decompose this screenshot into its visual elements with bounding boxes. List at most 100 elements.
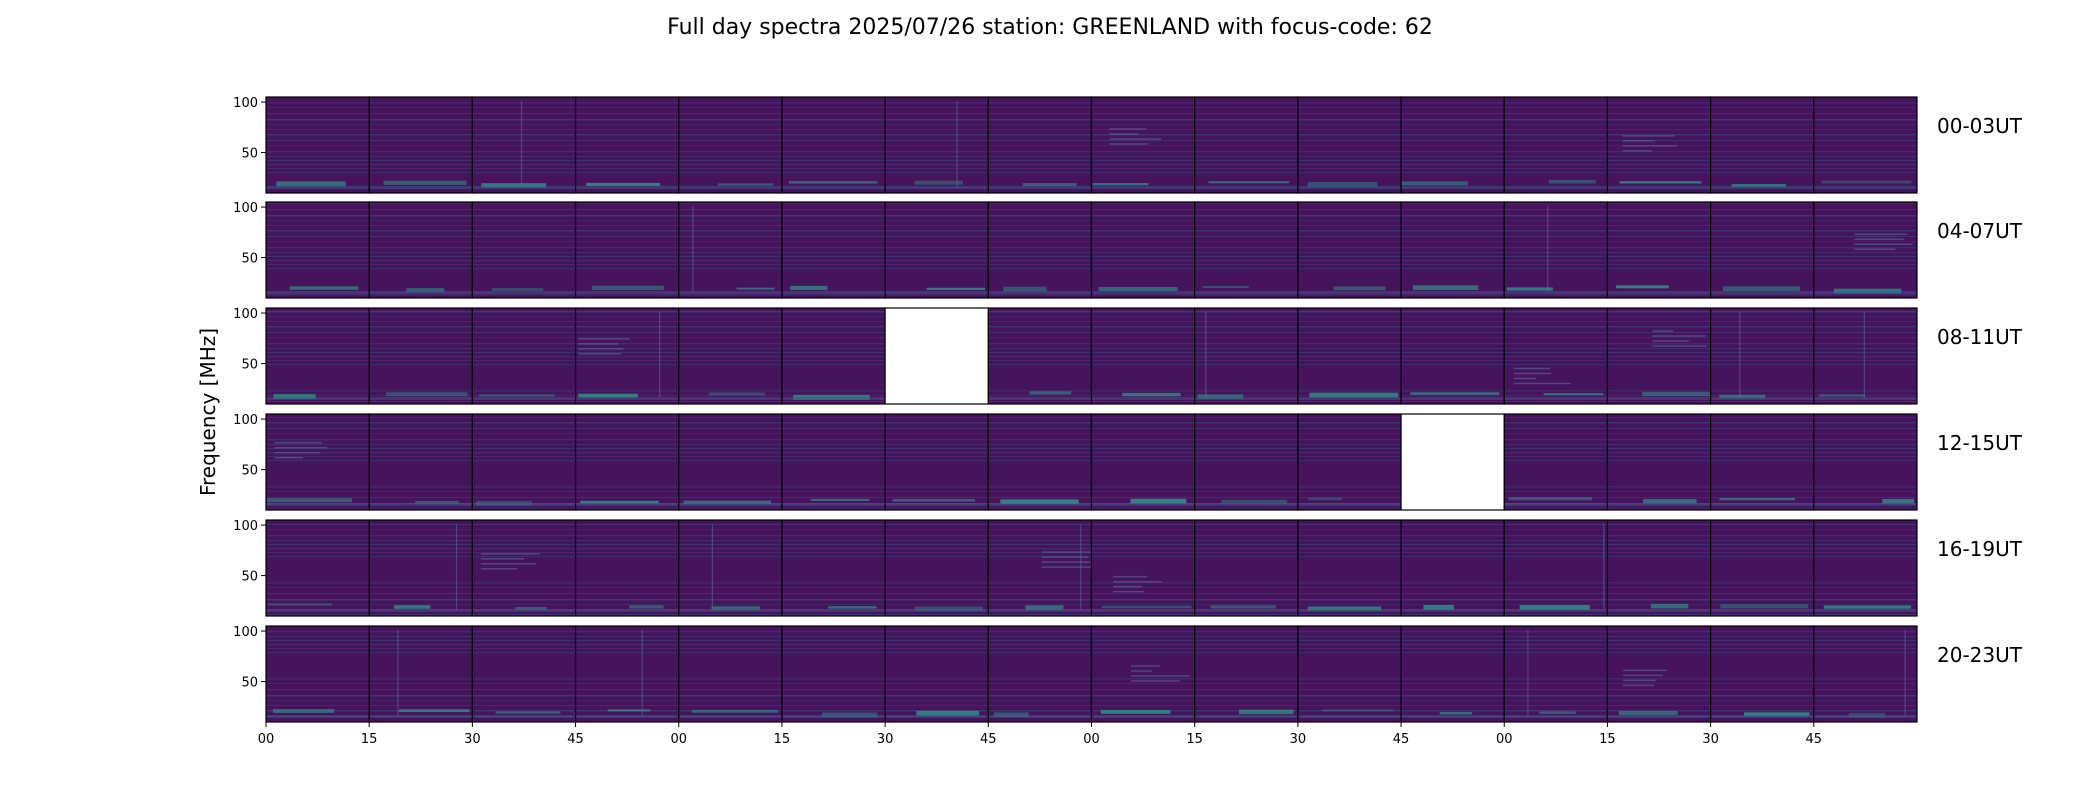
spectrogram-panel [678, 626, 782, 722]
missing-panel [885, 308, 989, 404]
spectrogram-panel [678, 308, 782, 404]
spectrogram-panel [1194, 202, 1298, 298]
y-tick-label: 50 [241, 252, 258, 267]
spectrogram-panel [1710, 626, 1814, 722]
row-label: 04-07UT [1937, 219, 2023, 243]
spectrogram-panel [885, 202, 989, 298]
y-axis-label: Frequency [MHz] [196, 328, 220, 496]
spectrogram-panel [885, 520, 989, 616]
x-tick-label: 45 [1393, 732, 1410, 747]
spectrogram-panel [266, 520, 370, 616]
spectrogram-panel [1504, 414, 1608, 510]
y-tick-label: 100 [233, 413, 258, 428]
spectrogram-panel [1813, 626, 1917, 722]
spectrogram-panel [1401, 308, 1505, 404]
row-label: 12-15UT [1937, 431, 2023, 455]
spectrogram-panel [988, 97, 1092, 193]
spectrogram-panel [1813, 414, 1917, 510]
y-tick-label: 100 [233, 625, 258, 640]
spectrogram-panel [1607, 414, 1711, 510]
row-label: 00-03UT [1937, 114, 2023, 138]
spectrogram-panel [575, 97, 679, 193]
spectrogram-panel [369, 97, 473, 193]
spectrogram-panel [1401, 202, 1505, 298]
panel-border [1813, 96, 1918, 194]
panel-border [1813, 201, 1918, 299]
spectrogram-panel [885, 97, 989, 193]
spectrogram-panel [781, 202, 886, 298]
spectrogram-panel [1813, 308, 1917, 404]
spectrogram-panel [1607, 308, 1711, 404]
x-tick-label: 45 [980, 732, 997, 747]
spectrogram-panel [472, 97, 576, 193]
spectrogram-panel [575, 202, 679, 298]
panel-border [1813, 413, 1918, 511]
spectrogram-panel [988, 626, 1092, 722]
spectrogram-panel [1401, 626, 1505, 722]
spectrogram-panel [266, 626, 370, 722]
spectrogram-panel [472, 308, 576, 404]
x-tick-label: 30 [464, 732, 481, 747]
spectrogram-panel [1504, 97, 1608, 193]
spectrogram-panel [1194, 97, 1298, 193]
spectrogram-panel [266, 308, 370, 404]
spectrogram-panel [1607, 520, 1711, 616]
x-tick-label: 00 [670, 732, 687, 747]
spectrogram-panel [575, 308, 679, 404]
spectrogram-panel [1194, 626, 1298, 722]
row-label: 16-19UT [1937, 537, 2023, 561]
spectra-row-00-03UT: 100 50 00-03UT [233, 96, 2023, 194]
spectrogram-panel [472, 414, 576, 510]
spectrogram-panel [472, 520, 576, 616]
spectrogram-panel [369, 308, 473, 404]
spectrogram-panel [1194, 308, 1298, 404]
spectrogram-panel [1813, 97, 1917, 193]
spectrogram-panel [1091, 520, 1195, 616]
spectrogram-panel [266, 414, 370, 510]
spectrogram-panel [1297, 97, 1402, 193]
spectrogram-panel [885, 414, 989, 510]
spectrogram-panel [1607, 626, 1711, 722]
y-tick-label: 100 [233, 307, 258, 322]
y-tick-label: 50 [241, 358, 258, 373]
spectra-row-16-19UT: 100 50 16-19UT [233, 519, 2023, 617]
y-tick-label: 100 [233, 519, 258, 534]
spectrogram-panel [1297, 520, 1402, 616]
spectrogram-panel [988, 202, 1092, 298]
spectra-row-04-07UT: 100 50 04-07UT [233, 201, 2023, 299]
spectrogram-panel [1194, 520, 1298, 616]
spectrogram-panel [472, 626, 576, 722]
spectra-row-08-11UT: 100 50 08-11UT [233, 307, 2023, 405]
spectrogram-panel [1504, 520, 1608, 616]
spectrogram-panel [1710, 308, 1814, 404]
panel-border [1813, 519, 1918, 617]
x-tick-label: 15 [1599, 732, 1616, 747]
spectrogram-panel [369, 626, 473, 722]
missing-panel [1401, 414, 1505, 510]
y-tick-label: 50 [241, 464, 258, 479]
spectrogram-panel [1607, 202, 1711, 298]
spectrogram-panel [1504, 626, 1608, 722]
spectrogram-panel [781, 626, 886, 722]
spectrogram-panel [575, 626, 679, 722]
spectrogram-panel [1091, 626, 1195, 722]
spectrogram-panel [1504, 202, 1608, 298]
spectrogram-panel [1297, 414, 1402, 510]
spectrogram-panel [1401, 520, 1505, 616]
spectrogram-panel [266, 97, 370, 193]
panel-border [1813, 307, 1918, 405]
spectrogram-panel [781, 414, 886, 510]
spectrogram-panel [1091, 308, 1195, 404]
x-tick-label: 45 [567, 732, 584, 747]
row-label: 20-23UT [1937, 643, 2023, 667]
x-tick-label: 30 [1702, 732, 1719, 747]
x-tick-label: 00 [1496, 732, 1513, 747]
spectrogram-panel [369, 202, 473, 298]
spectrogram-panel [885, 626, 989, 722]
spectrogram-panel [988, 308, 1092, 404]
spectrogram-panel [1401, 97, 1505, 193]
spectrogram-panel [678, 520, 782, 616]
spectrogram-panel [1710, 97, 1814, 193]
spectrogram-panel [678, 202, 782, 298]
spectrogram-panel [369, 414, 473, 510]
